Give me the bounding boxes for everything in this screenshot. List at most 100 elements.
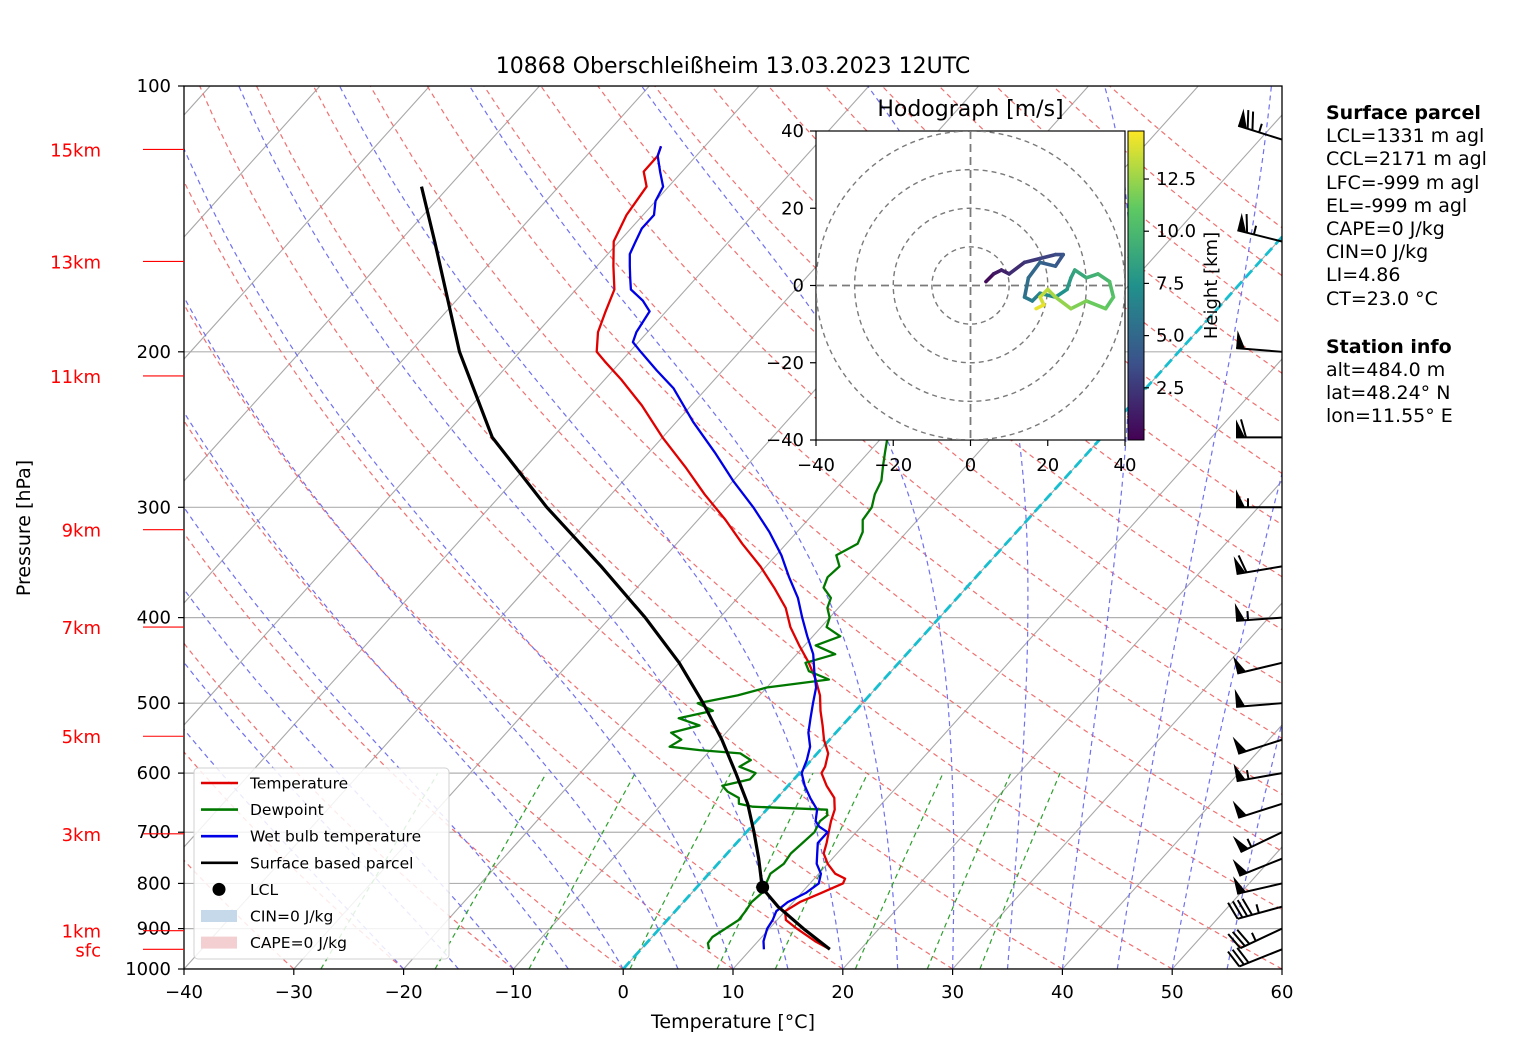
isotherm-line — [184, 86, 321, 238]
wind-barb — [1232, 800, 1283, 819]
dry-adiabat — [312, 86, 1282, 969]
y-tick-label: 500 — [137, 693, 171, 714]
hodograph-y-tick-label: −40 — [766, 430, 804, 451]
legend-label: Temperature — [249, 775, 348, 793]
mixing-ratio-line — [716, 772, 814, 969]
barb-feather — [1231, 949, 1245, 966]
wind-barb — [1234, 602, 1283, 622]
wind-barb — [1233, 554, 1283, 575]
barb-feather — [1251, 111, 1255, 131]
hodograph-segment — [984, 272, 996, 284]
hodograph-ring — [931, 246, 1010, 325]
isotherm-line — [184, 86, 540, 482]
barb-flag — [1233, 876, 1246, 894]
x-tick-label: −40 — [165, 982, 203, 1003]
wind-barb — [1236, 489, 1282, 509]
lcl-marker — [756, 880, 770, 894]
legend-dot — [212, 882, 226, 896]
wind-barb — [1232, 831, 1283, 854]
wind-barb — [1232, 736, 1283, 755]
legend-label: CIN=0 J/kg — [250, 908, 333, 926]
isotherm-line — [184, 86, 870, 848]
barb-flag — [1232, 800, 1247, 818]
barb-half-feather — [1246, 838, 1253, 848]
mixing-ratio-line — [774, 772, 869, 969]
hodograph-segment — [1038, 252, 1058, 261]
sounding-profiles — [419, 141, 1044, 951]
freezing-isotherm — [622, 234, 1282, 969]
station-line-alt: alt=484.0 m — [1326, 359, 1446, 382]
hodograph-y-tick-label: 40 — [781, 121, 804, 142]
hodograph-colorbar — [1127, 130, 1145, 441]
hodograph-segment — [1007, 260, 1027, 276]
mixing-ratio-line — [434, 772, 547, 969]
surface-line-lcl: LCL=1331 m agl — [1326, 125, 1485, 148]
hodograph-segment — [1038, 260, 1058, 268]
dry-adiabat — [483, 86, 1282, 795]
moist-adiabat — [184, 588, 514, 969]
dry-adiabat — [824, 86, 1282, 475]
isotherm-line — [512, 114, 1282, 969]
moist-adiabat — [339, 86, 844, 969]
y-tick-label: 800 — [137, 873, 171, 894]
moist-adiabat — [1226, 720, 1282, 969]
surface-line-li: LI=4.86 — [1326, 264, 1401, 287]
barb-flag — [1232, 835, 1249, 853]
hodograph-segment — [1045, 287, 1058, 299]
barb-flag — [1236, 419, 1245, 438]
colorbar-tick-label: 2.5 — [1156, 378, 1185, 399]
barb-half-feather — [1245, 770, 1250, 780]
moist-adiabat — [184, 506, 569, 969]
barb-flag — [1233, 556, 1246, 574]
surface-line-ct: CT=23.0 °C — [1326, 287, 1438, 310]
barb-feather — [1227, 933, 1242, 949]
height-label: 9km — [62, 521, 101, 542]
surface-line-lfc: LFC=-999 m agl — [1326, 171, 1480, 194]
moist-adiabat — [1116, 86, 1272, 969]
surface-line-el: EL=-999 m agl — [1326, 194, 1468, 217]
hodograph-segment — [1065, 275, 1073, 292]
wind-barb — [1233, 876, 1283, 895]
barb-staff — [1238, 948, 1283, 968]
hodograph-segment — [1053, 295, 1073, 311]
hodograph-segment — [1038, 287, 1050, 299]
x-tick-label: −30 — [275, 982, 313, 1003]
dry-adiabat — [184, 419, 734, 969]
y-tick-label: 300 — [137, 497, 171, 518]
barb-feather — [1236, 929, 1251, 945]
isotherm-line — [732, 358, 1282, 969]
barb-flag — [1232, 859, 1248, 876]
mixing-ratio-line — [926, 772, 1012, 969]
height-label: 11km — [50, 367, 101, 388]
hodograph-plot — [816, 131, 1125, 440]
height-label: 5km — [62, 727, 101, 748]
barb-feather — [1227, 950, 1241, 968]
barb-feather — [1241, 898, 1253, 916]
dry-adiabat — [369, 86, 1282, 911]
barb-flag — [1234, 688, 1246, 707]
colorbar-label: Height [km] — [1201, 232, 1222, 339]
dry-adiabat — [255, 86, 1173, 969]
dry-adiabat — [199, 86, 1063, 969]
hodograph-segment — [1053, 287, 1069, 299]
surface-line-ccl: CCL=2171 m agl — [1326, 148, 1487, 171]
dry-adiabat — [184, 303, 844, 969]
wind-barb — [1236, 330, 1283, 353]
temperature-line — [595, 145, 847, 951]
x-tick-label: 40 — [1051, 982, 1074, 1003]
y-axis-label: Pressure [hPa] — [13, 460, 35, 596]
x-tick-label: 50 — [1161, 982, 1184, 1003]
barb-flag — [1232, 736, 1247, 754]
barb-staff — [1237, 802, 1283, 819]
y-tick-label: 400 — [137, 608, 171, 629]
hodograph-x-tick-label: 40 — [1114, 455, 1137, 476]
hodograph-y-tick-label: 0 — [793, 276, 804, 297]
dry-adiabat — [184, 532, 624, 969]
wind-barbs — [1227, 108, 1283, 968]
moist-adiabat — [1061, 86, 1133, 969]
wetbulb-line — [628, 145, 829, 950]
isotherm-line — [952, 602, 1282, 969]
height-label: 1km — [62, 922, 101, 943]
info-panel: Surface parcel LCL=1331 m agl CCL=2171 m… — [1326, 102, 1487, 429]
